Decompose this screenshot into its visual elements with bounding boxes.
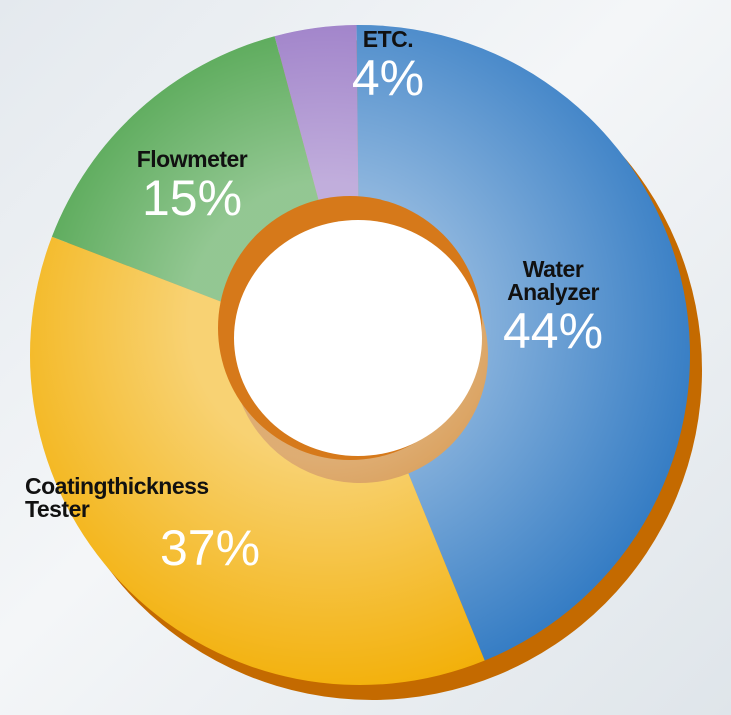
slice-label: Flowmeter 15%	[62, 146, 322, 226]
category-name: Coatingthickness Tester	[25, 473, 209, 522]
value-label: 15%	[141, 170, 243, 226]
hole	[234, 220, 482, 456]
slice-label: Coatingthickness Tester 37%	[25, 475, 340, 576]
value-label: 37%	[159, 520, 261, 576]
category-name: Flowmeter	[136, 146, 248, 172]
value-label: 44%	[502, 303, 604, 359]
slice-label: ETC. 4%	[258, 26, 518, 106]
category-name: ETC.	[362, 26, 414, 52]
category-name: Water Analyzer	[507, 256, 599, 305]
slice-label: Water Analyzer 44%	[423, 256, 683, 359]
value-label: 4%	[351, 50, 425, 106]
